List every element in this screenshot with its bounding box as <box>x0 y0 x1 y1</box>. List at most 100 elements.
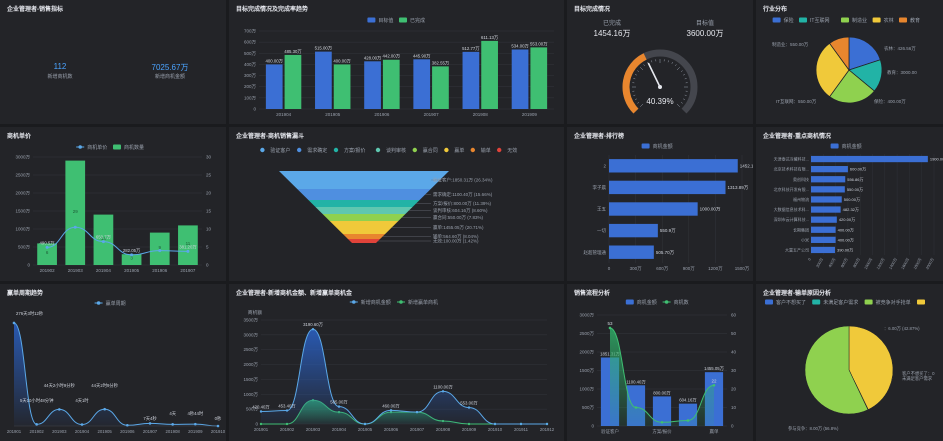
legend-item[interactable]: 商机金额 <box>625 299 657 306</box>
bar-label: 420.00万 <box>839 217 855 222</box>
legend-item[interactable]: 验证客户 <box>260 147 290 154</box>
legend-item[interactable] <box>917 299 925 305</box>
bar[interactable] <box>811 206 841 213</box>
bar[interactable] <box>609 245 654 259</box>
legend-item[interactable]: 商机金额 <box>641 143 673 150</box>
kpi-panel-title: 企业管理者-销售指标 <box>7 7 63 13</box>
legend-item[interactable]: 制造业 <box>841 17 867 24</box>
bar[interactable] <box>382 59 400 109</box>
legend-item[interactable]: 被竞争对手抢单 <box>864 299 911 306</box>
y-axis-label: 商机额 <box>248 309 263 316</box>
legend-label: 客户不想买了 <box>776 299 806 306</box>
industry-panel: 行业分布 保险 IT互联网 制造业 农林 教育 保险：400.00万 IT互联网：550.00… <box>756 0 943 124</box>
y-tick: 赵超管理通 <box>584 249 607 256</box>
bar[interactable] <box>609 202 698 216</box>
y2-tick: 10 <box>206 227 212 232</box>
legend-item[interactable]: 输单 <box>470 147 491 154</box>
x-tick: 1200万 <box>708 266 723 272</box>
legend-item[interactable]: 赢合同 <box>412 147 438 154</box>
bar[interactable] <box>432 66 449 109</box>
area-fill <box>610 327 714 426</box>
bar[interactable] <box>811 176 846 183</box>
bar[interactable] <box>364 61 381 109</box>
gauge-percent: 40.39% <box>646 97 673 106</box>
funnel-stage[interactable] <box>279 171 449 189</box>
gauge-panel: 目标完成情况 40.39% 已完成 1454.16万 目标值 3600.00万 <box>567 0 753 124</box>
legend-item[interactable]: 方案/报价 <box>333 147 366 154</box>
pie-slice[interactable] <box>815 42 850 98</box>
bar[interactable] <box>811 216 837 223</box>
bar[interactable] <box>37 243 57 265</box>
bar[interactable] <box>811 226 836 233</box>
legend-label: 赢合同 <box>423 147 438 154</box>
bar[interactable] <box>530 47 548 109</box>
x-tick: 201905 <box>97 429 112 434</box>
legend-item[interactable]: 谈判审核 <box>375 147 406 154</box>
line-point <box>45 245 49 249</box>
bar[interactable] <box>511 49 529 109</box>
pie-slice[interactable] <box>848 325 894 410</box>
legend-item[interactable]: 未满足客户需求 <box>812 299 858 306</box>
bar[interactable] <box>178 225 198 265</box>
legend-item[interactable]: 商机单价 <box>76 144 107 151</box>
bar[interactable] <box>149 232 170 265</box>
pie-slice[interactable] <box>829 36 850 72</box>
y2-tick: 20 <box>206 191 212 196</box>
bar[interactable] <box>811 186 845 193</box>
legend-item[interactable]: 商机金额 <box>830 143 862 150</box>
bar[interactable] <box>811 196 842 203</box>
bar[interactable] <box>811 236 836 243</box>
funnel-label: 需求确定:1100.40万 (15.66%) <box>433 191 493 198</box>
y-tick: 0 <box>253 107 256 112</box>
legend-item[interactable]: 新增赢单商机 <box>397 299 438 306</box>
bar[interactable] <box>462 51 480 109</box>
legend-item[interactable]: 无效 <box>497 147 517 154</box>
funnel-stage[interactable] <box>297 189 431 200</box>
bar[interactable] <box>333 64 351 109</box>
bar[interactable] <box>652 396 672 426</box>
bar-label: 9 <box>158 245 161 250</box>
legend-item[interactable]: 商机数量 <box>113 144 144 151</box>
legend-item[interactable]: 保险 <box>772 17 794 24</box>
bar[interactable] <box>811 155 928 163</box>
funnel-stage[interactable] <box>308 200 420 207</box>
bar[interactable] <box>93 214 114 265</box>
legend-item[interactable]: 赢单 <box>444 147 464 154</box>
bar[interactable] <box>265 64 283 109</box>
bar[interactable] <box>284 54 302 109</box>
legend-item[interactable]: 已完成 <box>399 17 425 24</box>
funnel-stage[interactable] <box>347 239 381 243</box>
legend-item[interactable]: IT互联网 <box>799 17 829 24</box>
bar[interactable] <box>609 223 658 238</box>
x-tick: 201903 <box>306 427 321 432</box>
legend-item[interactable]: 需求确定 <box>297 147 327 154</box>
legend-item[interactable]: 商机数 <box>662 299 689 306</box>
bar[interactable] <box>811 166 848 173</box>
funnel-stage[interactable] <box>342 234 386 239</box>
y-tick: 1500万 <box>579 368 594 374</box>
bar[interactable] <box>121 254 142 265</box>
funnel-stage[interactable] <box>315 207 413 214</box>
legend-item[interactable]: 赢单周期 <box>94 300 126 307</box>
pie-label: 保险：400.00万 <box>874 98 906 105</box>
bar[interactable] <box>413 59 431 109</box>
pie-slice[interactable] <box>848 36 881 71</box>
bar[interactable] <box>609 180 726 195</box>
funnel-stage[interactable] <box>329 221 399 234</box>
bar-label: 1000.00万 <box>700 207 721 213</box>
bar[interactable] <box>481 40 498 109</box>
bar[interactable] <box>609 159 738 173</box>
legend-item[interactable]: 新增商机金额 <box>349 299 391 306</box>
bar[interactable] <box>65 160 86 265</box>
legend-item[interactable]: 目标值 <box>367 17 393 24</box>
line-point <box>441 390 445 393</box>
pie-slice[interactable] <box>829 69 875 104</box>
bar[interactable] <box>811 246 835 254</box>
funnel-stage[interactable] <box>322 214 406 221</box>
pie-slice[interactable] <box>804 325 869 415</box>
legend-item[interactable]: 农林 <box>872 17 894 24</box>
bar[interactable] <box>315 51 332 109</box>
legend-label: 赢单周期 <box>106 300 126 307</box>
legend-item[interactable]: 客户不想买了 <box>765 299 806 306</box>
legend-item[interactable]: 教育 <box>899 17 920 24</box>
